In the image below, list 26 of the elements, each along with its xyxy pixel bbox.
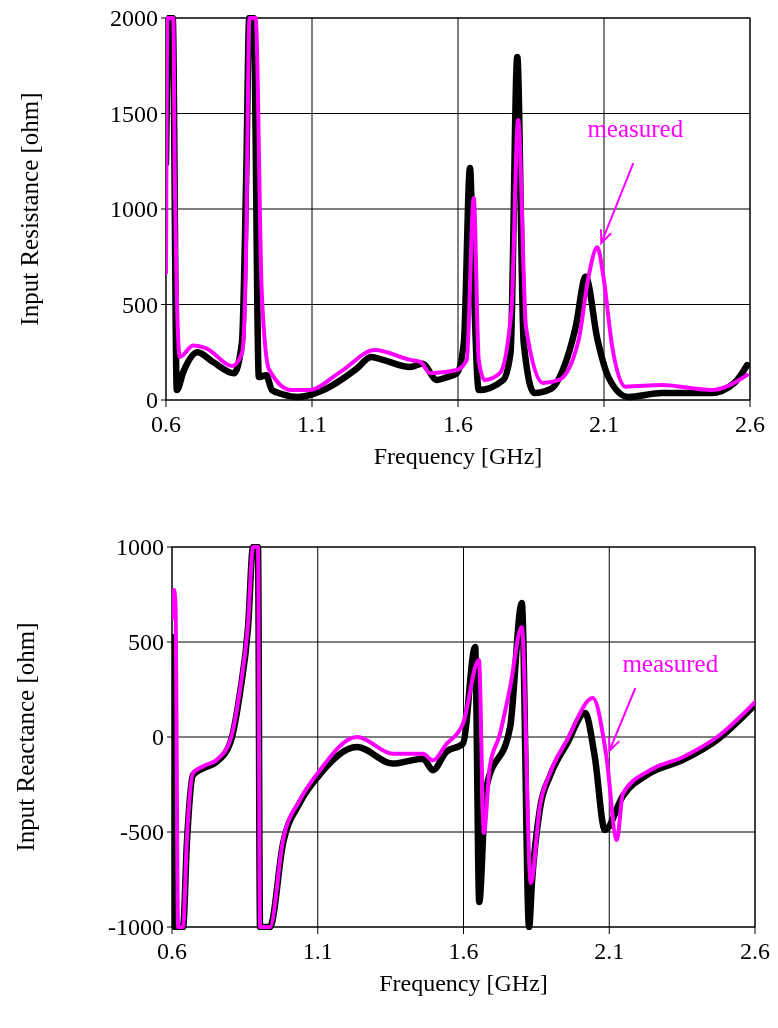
- x-tick-label: 2.1: [589, 411, 619, 437]
- x-axis-title: Frequency [GHz]: [373, 443, 543, 469]
- y-tick-label: 2000: [110, 5, 158, 32]
- annotation: measured: [587, 115, 684, 143]
- x-tick-label: 1.1: [302, 938, 333, 964]
- x-tick-label: 1.6: [443, 411, 473, 437]
- y-tick-label: 500: [128, 629, 164, 656]
- x-tick-label: 2.6: [740, 938, 770, 964]
- y-tick-label: -500: [120, 819, 164, 846]
- x-tick-label: 0.6: [151, 411, 181, 437]
- annotation: measured: [622, 650, 719, 677]
- x-tick-label: 2.6: [735, 411, 765, 437]
- y-tick-label: 0: [152, 724, 164, 751]
- x-tick-label: 2.1: [594, 938, 625, 964]
- x-tick-label: 1.1: [297, 411, 327, 437]
- y-tick-label: 1000: [110, 196, 158, 223]
- y-tick-label: 1500: [110, 100, 158, 127]
- x-axis-title: Frequency [GHz]: [379, 970, 548, 996]
- x-tick-label: 0.6: [157, 938, 187, 964]
- y-tick-label: 1000: [116, 534, 164, 561]
- y-tick-label: 500: [122, 291, 158, 318]
- y-axis-title: Input Resistance [ohm]: [16, 92, 43, 326]
- y-tick-label: -1000: [108, 914, 164, 941]
- y-tick-label: 0: [146, 387, 158, 414]
- x-tick-label: 1.6: [448, 938, 479, 964]
- y-axis-title: Input Reactance [ohm]: [12, 622, 39, 852]
